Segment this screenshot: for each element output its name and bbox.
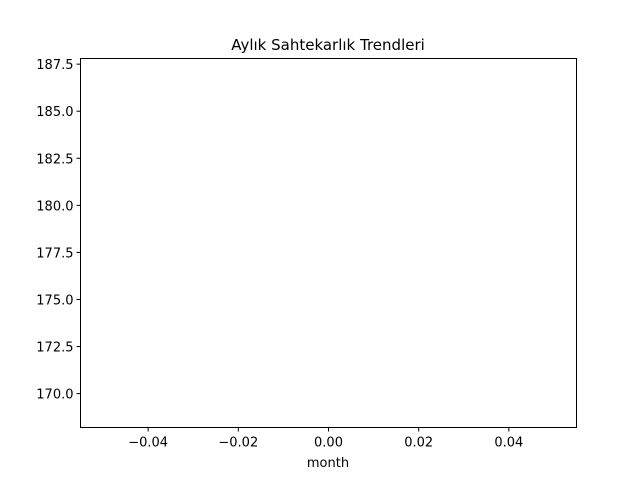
x-tick-label: 0.02 bbox=[404, 436, 433, 451]
chart-title: Aylık Sahtekarlık Trendleri bbox=[231, 36, 425, 54]
plot-area bbox=[80, 58, 577, 428]
y-tick-label: 172.5 bbox=[36, 341, 73, 356]
y-tick-label: 170.0 bbox=[36, 388, 73, 403]
y-tick-label: 175.0 bbox=[36, 293, 73, 308]
y-tick-label: 182.5 bbox=[36, 152, 73, 167]
x-axis: −0.04 −0.02 0.00 0.02 0.04 bbox=[128, 427, 523, 451]
y-tick-label: 180.0 bbox=[36, 199, 73, 214]
x-tick-label: −0.02 bbox=[218, 436, 258, 451]
y-tick-label: 187.5 bbox=[36, 58, 73, 73]
x-axis-label: month bbox=[307, 456, 349, 471]
x-tick-label: −0.04 bbox=[128, 436, 168, 451]
y-tick-label: 177.5 bbox=[36, 246, 73, 261]
y-tick-label: 185.0 bbox=[36, 105, 73, 120]
x-tick-label: 0.00 bbox=[314, 436, 343, 451]
y-axis: 170.0 172.5 175.0 177.5 180.0 182.5 185.0 187.5 bbox=[36, 58, 81, 403]
x-tick-label: 0.04 bbox=[494, 436, 523, 451]
